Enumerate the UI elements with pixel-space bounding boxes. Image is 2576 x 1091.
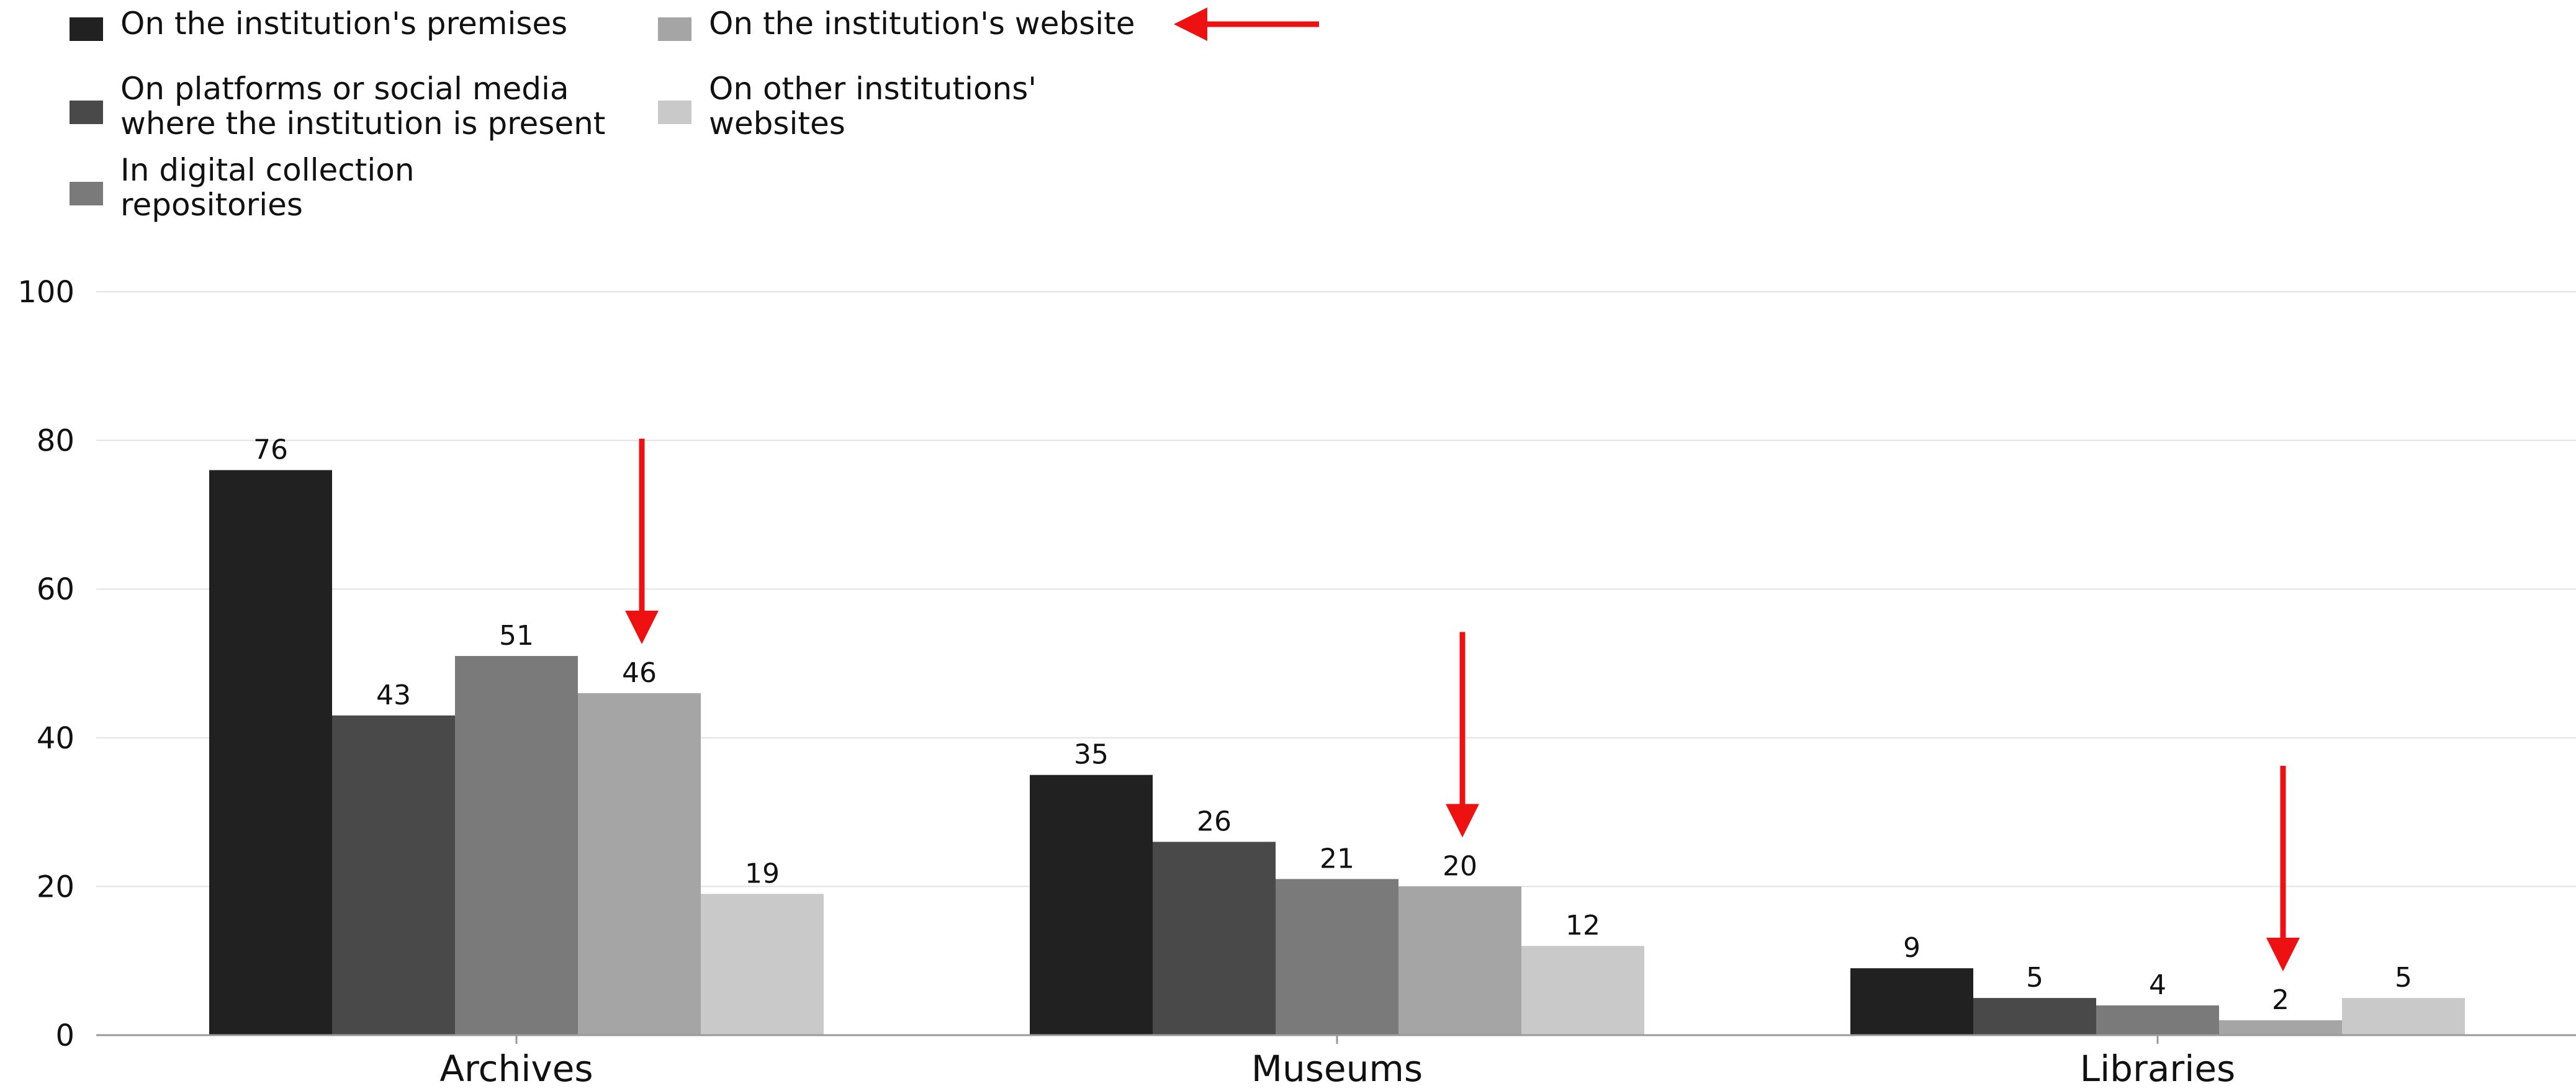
legend-swatch <box>658 17 691 41</box>
legend-swatch <box>70 182 103 205</box>
legend-swatch <box>658 101 691 124</box>
data-label-libraries-on-the-institution-s-premises: 9 <box>1903 932 1921 964</box>
bar-libraries-on-the-institution-s-website <box>2219 1020 2342 1035</box>
bar-libraries-on-platforms-or-social-media-where-the-institution-is-present <box>1973 998 2096 1035</box>
data-label-museums-on-platforms-or-social-media-where-the-institution-is-present: 26 <box>1197 806 1232 838</box>
data-label-museums-on-the-institution-s-website: 20 <box>1443 850 1477 882</box>
bar-archives-on-the-institution-s-premises <box>209 470 332 1035</box>
bars <box>209 470 2465 1035</box>
data-label-archives-on-other-institutions-websites: 19 <box>745 858 780 889</box>
bar-museums-on-the-institution-s-premises <box>1030 774 1153 1035</box>
y-tick-label-60: 60 <box>37 572 74 607</box>
legend-item-on-the-institution-s-premises: On the institution's premises <box>70 6 567 42</box>
bar-libraries-on-the-institution-s-premises <box>1850 968 1973 1035</box>
bar-museums-on-other-institutions-websites <box>1521 946 1644 1035</box>
data-label-museums-in-digital-collection-repositories: 21 <box>1320 843 1354 874</box>
bar-archives-on-platforms-or-social-media-where-the-institution-is-present <box>332 715 455 1035</box>
data-label-archives-in-digital-collection-repositories: 51 <box>499 620 534 652</box>
legend-swatch <box>70 101 103 124</box>
legend-label: On platforms or social media where the in… <box>120 71 605 141</box>
bar-archives-on-the-institution-s-website <box>578 693 701 1035</box>
data-label-libraries-on-other-institutions-websites: 5 <box>2395 962 2412 994</box>
bar-archives-in-digital-collection-repositories <box>455 656 578 1035</box>
bar-archives-on-other-institutions-websites <box>701 894 824 1035</box>
legend-label: On the institution's premises <box>120 6 567 42</box>
bar-libraries-in-digital-collection-repositories <box>2096 1005 2219 1035</box>
legend-item-on-other-institutions-websites: On other institutions' websites <box>658 71 1037 141</box>
x-axis: Archives Museums Libraries <box>96 1034 2576 1090</box>
data-label-libraries-on-the-institution-s-website: 2 <box>2272 984 2289 1016</box>
x-tick-label-libraries: Libraries <box>2080 1048 2236 1090</box>
legend-label: On the institution's website <box>709 6 1135 42</box>
data-label-museums-on-other-institutions-websites: 12 <box>1565 910 1600 941</box>
legend-label: In digital collection repositories <box>120 152 415 223</box>
y-axis: 0 20 40 60 80 100 <box>17 275 74 1053</box>
y-tick-label-100: 100 <box>17 275 74 310</box>
data-label-archives-on-the-institution-s-premises: 76 <box>253 434 288 466</box>
legend-item-on-platforms-or-social-media-where-the-institution-is-present: On platforms or social media where the in… <box>70 71 605 141</box>
data-label-archives-on-the-institution-s-website: 46 <box>622 657 657 689</box>
data-label-archives-on-platforms-or-social-media-where-the-institution-is-present: 43 <box>376 680 411 711</box>
data-label-libraries-in-digital-collection-repositories: 4 <box>2149 969 2166 1001</box>
data-label-museums-on-the-institution-s-premises: 35 <box>1074 739 1109 771</box>
y-tick-label-20: 20 <box>37 869 74 904</box>
legend-label: On other institutions' websites <box>709 71 1037 141</box>
legend-swatch <box>70 17 103 41</box>
y-tick-label-40: 40 <box>37 721 74 756</box>
x-tick-label-archives: Archives <box>439 1048 593 1090</box>
bar-museums-on-the-institution-s-website <box>1398 886 1521 1035</box>
data-label-libraries-on-platforms-or-social-media-where-the-institution-is-present: 5 <box>2026 962 2043 994</box>
bar-libraries-on-other-institutions-websites <box>2342 998 2465 1035</box>
legend-item-on-the-institution-s-website: On the institution's website <box>658 6 1135 42</box>
bar-museums-in-digital-collection-repositories <box>1276 879 1398 1035</box>
x-tick-label-museums: Museums <box>1251 1048 1423 1090</box>
annotation-arrows <box>625 7 2300 972</box>
legend-item-in-digital-collection-repositories: In digital collection repositories <box>70 152 415 223</box>
legend: On the institution's premises On platform… <box>70 6 1135 223</box>
data-labels: 76 43 51 46 19 35 26 21 20 12 9 5 4 2 5 <box>253 434 2412 1017</box>
bar-museums-on-platforms-or-social-media-where-the-institution-is-present <box>1153 842 1276 1035</box>
y-tick-label-0: 0 <box>55 1018 74 1053</box>
y-tick-label-80: 80 <box>37 424 74 459</box>
